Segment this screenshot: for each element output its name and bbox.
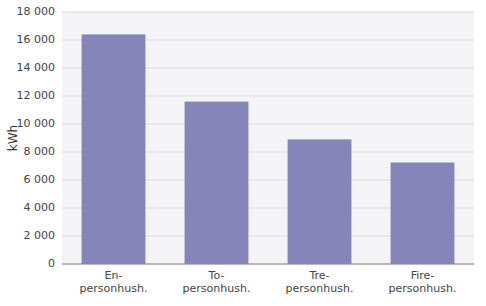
x-tick-label: To-personhush.	[183, 269, 251, 295]
y-tick-label: 0	[48, 257, 55, 270]
x-axis: En-personhush.To-personhush.Tre-personhu…	[62, 264, 474, 295]
chart-container: 0 2 000 4 000 6 000 8 000 10 000 12 000 14 000 1…	[0, 0, 486, 306]
chart-svg: 0 2 000 4 000 6 000 8 000 10 000 12 000 14 000 1…	[0, 0, 486, 306]
y-tick-label: 2 000	[24, 229, 56, 242]
plot-background	[62, 12, 474, 264]
y-tick-label: 6 000	[24, 173, 56, 186]
bar	[391, 163, 455, 265]
x-axis-line	[62, 264, 474, 265]
x-tick-label: En-personhush.	[80, 269, 148, 295]
y-tick-label: 18 000	[17, 5, 56, 18]
x-tick-label-line: Tre-	[308, 269, 329, 282]
y-tick-label: 8 000	[24, 145, 56, 158]
page: {"chart_data": {"type": "bar", "categori…	[0, 0, 486, 306]
bar	[185, 102, 249, 264]
x-tick-label: Fire-personhush.	[389, 269, 457, 295]
bar	[82, 34, 146, 264]
x-tick-label-line: personhush.	[183, 282, 251, 295]
bar	[288, 139, 352, 264]
grid-line	[62, 12, 474, 13]
x-tick-label-line: personhush.	[286, 282, 354, 295]
x-tick-label-line: Fire-	[411, 269, 435, 282]
y-tick-label: 4 000	[24, 201, 56, 214]
x-tick-label-line: personhush.	[389, 282, 457, 295]
y-tick-label: 12 000	[17, 89, 56, 102]
x-tick-label-line: To-	[208, 269, 225, 282]
x-tick-label-line: En-	[105, 269, 123, 282]
x-tick-label-line: personhush.	[80, 282, 148, 295]
y-tick-label: 16 000	[17, 33, 56, 46]
y-axis: 0 2 000 4 000 6 000 8 000 10 000 12 000 14 000 1…	[17, 5, 475, 270]
y-axis-label: kWh	[6, 125, 20, 151]
y-tick-label: 14 000	[17, 61, 56, 74]
grid-line	[62, 264, 474, 265]
bars	[82, 34, 455, 264]
x-tick-label: Tre-personhush.	[286, 269, 354, 295]
y-tick-label: 10 000	[17, 117, 56, 130]
